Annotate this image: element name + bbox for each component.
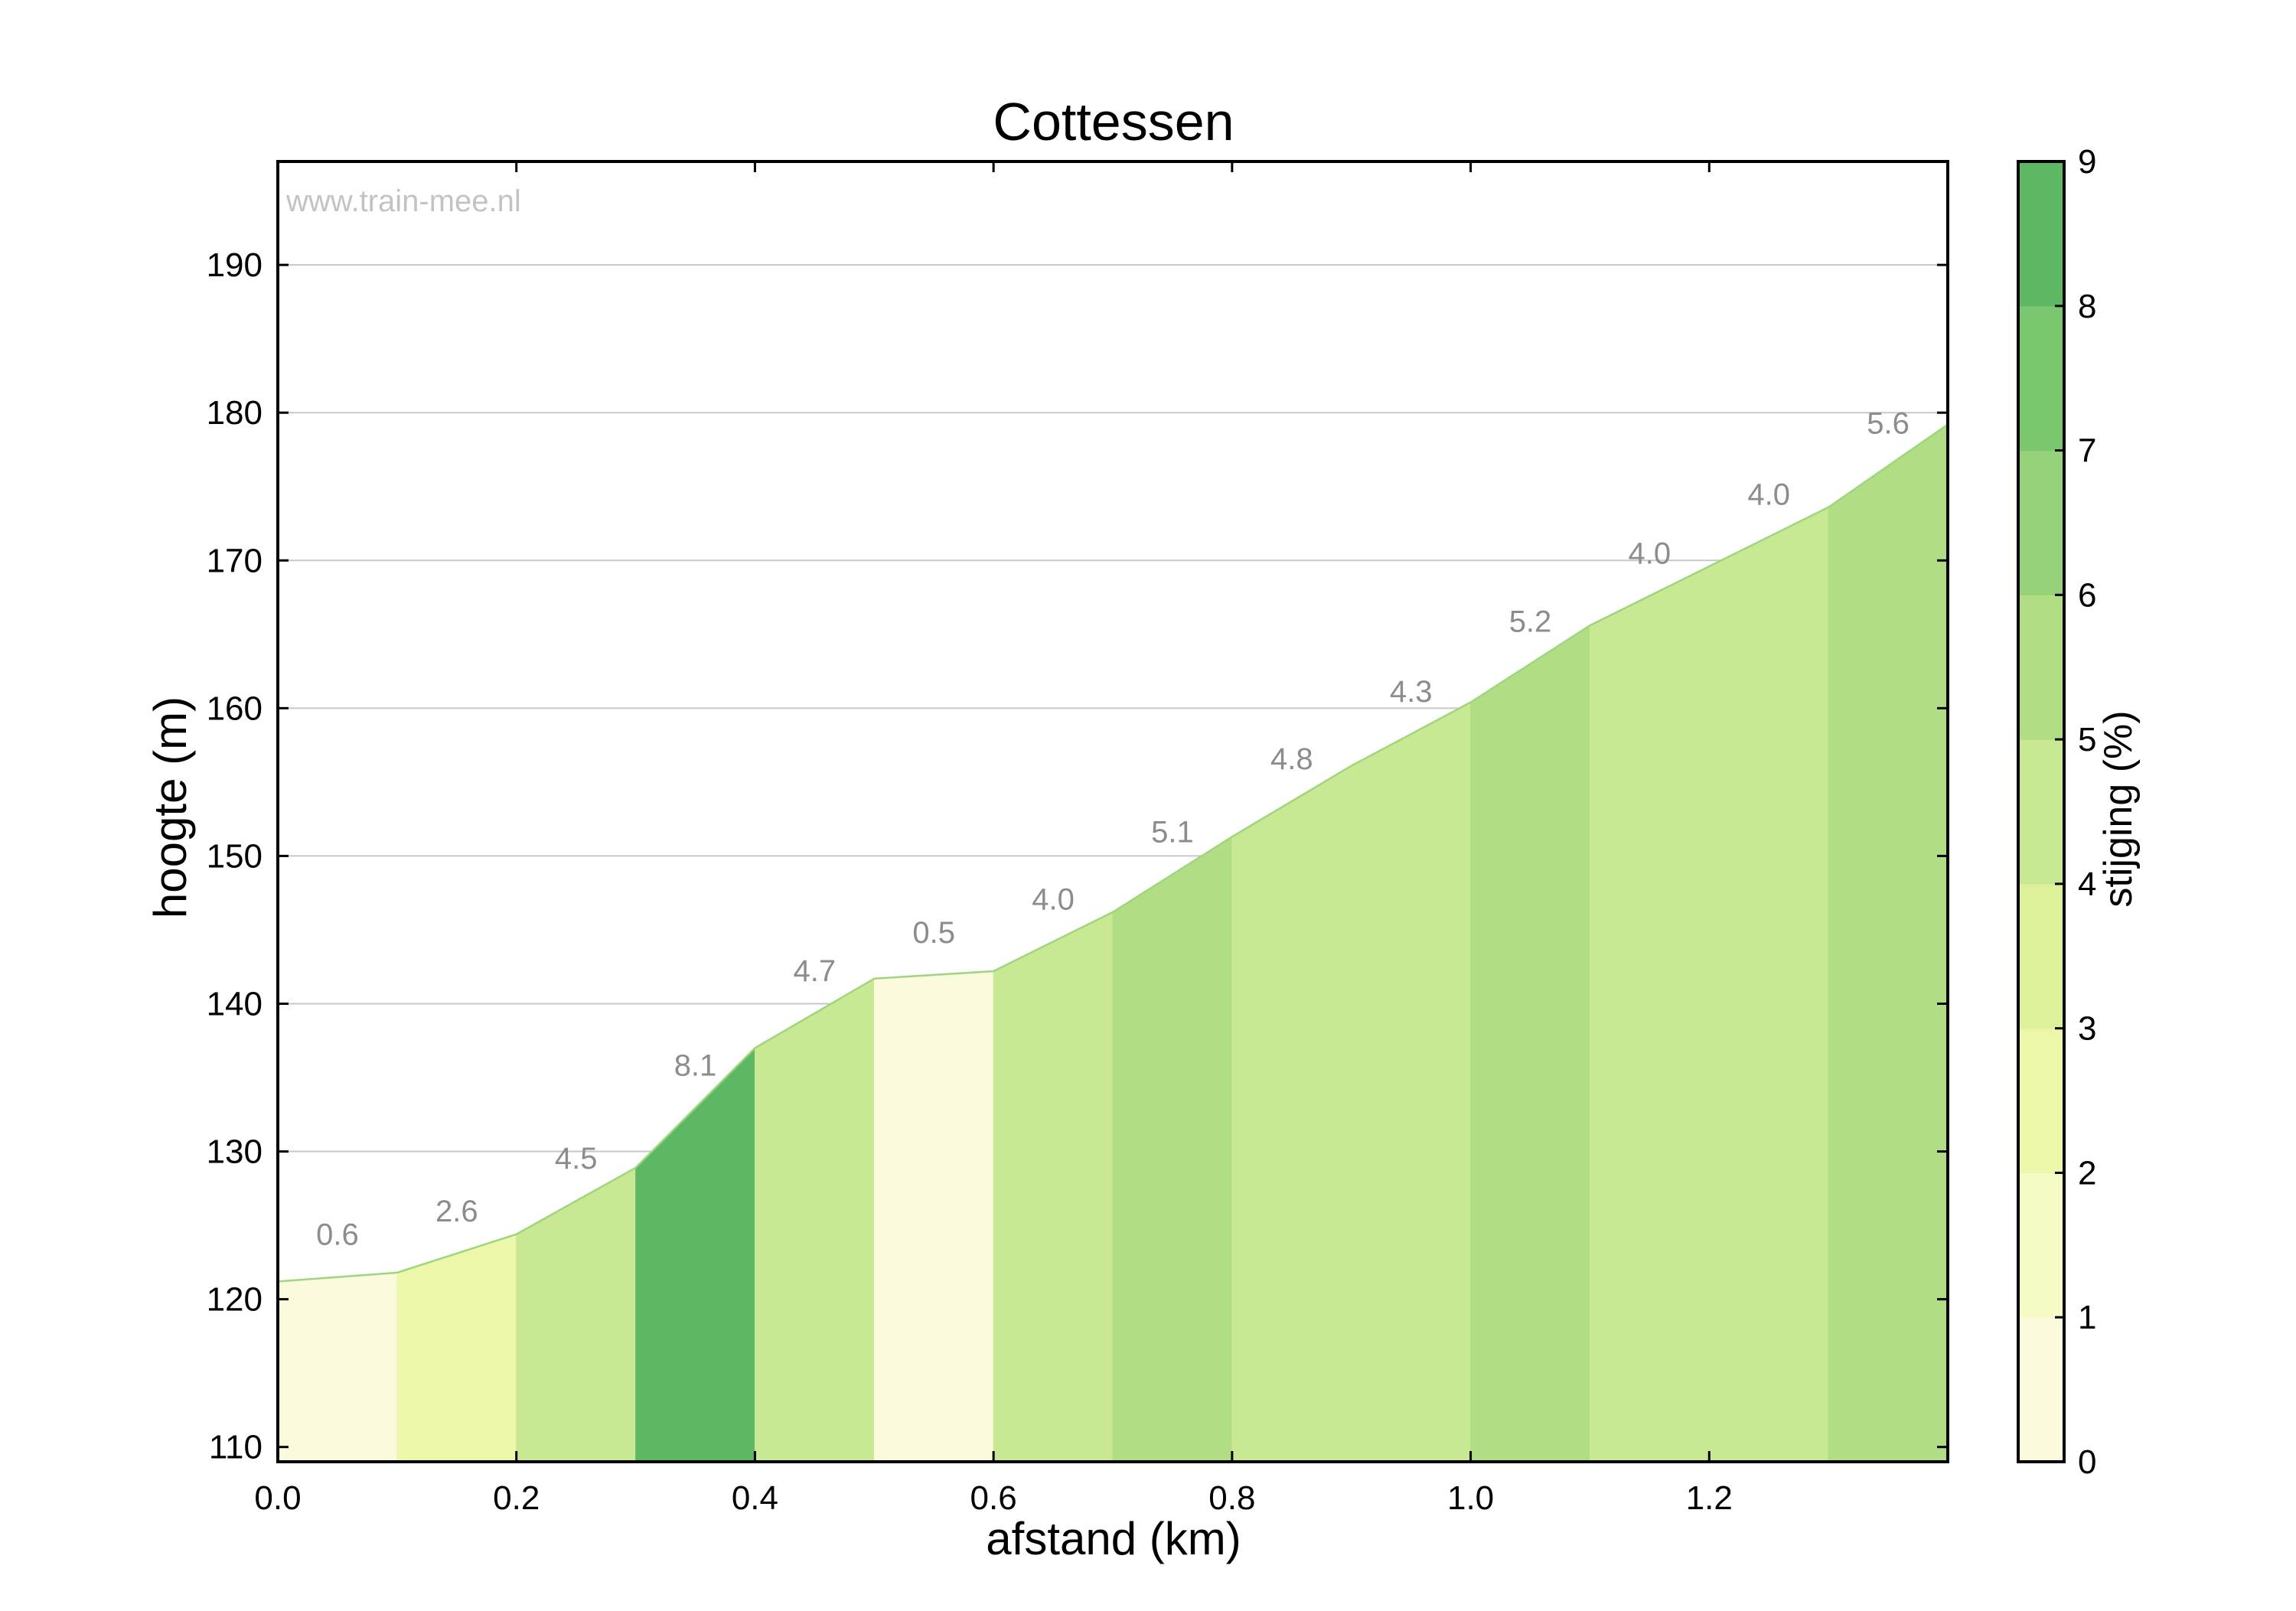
grade-band	[1708, 507, 1829, 1463]
x-tick-label: 1.0	[1447, 1479, 1494, 1517]
y-tick-label: 160	[207, 690, 263, 727]
grade-band	[873, 970, 994, 1463]
colorbar-tick-label: 3	[2078, 1010, 2096, 1048]
segment-grade-label: 4.0	[1032, 882, 1075, 916]
colorbar-tick-label: 0	[2078, 1443, 2096, 1481]
segment-grade-label: 2.6	[435, 1195, 478, 1228]
grade-band	[277, 1272, 398, 1463]
x-axis-label: afstand (km)	[986, 1513, 1241, 1564]
segment-grade-label: 4.5	[555, 1142, 598, 1176]
grade-band	[1112, 836, 1233, 1463]
colorbar: 0 1 2 3 4 5 6 7 8 9	[2017, 143, 2096, 1481]
grade-bands	[277, 423, 1949, 1463]
colorbar-tick-label: 7	[2078, 432, 2096, 470]
grade-band	[1470, 625, 1590, 1463]
y-tick-label: 180	[207, 394, 263, 432]
colorbar-tick-label: 1	[2078, 1299, 2096, 1336]
segment-grade-label: 4.3	[1390, 675, 1433, 709]
colorbar-tick-label: 5	[2078, 721, 2096, 758]
y-tick-label: 120	[207, 1281, 263, 1319]
colorbar-tick-label: 2	[2078, 1154, 2096, 1192]
segment-grade-label: 4.8	[1270, 742, 1313, 776]
segment-grade-label: 0.5	[912, 916, 955, 950]
colorbar-cell	[2018, 450, 2064, 595]
colorbar-cell	[2018, 305, 2064, 452]
segment-grade-label: 5.1	[1151, 816, 1194, 850]
colorbar-cell	[2018, 739, 2064, 885]
segment-grade-label: 4.0	[1747, 478, 1790, 511]
axes-ticks: 0.0 0.2 0.4 0.6 0.8 1.0 1.2 110 120 130 140 150 160 1…	[207, 161, 1948, 1517]
x-tick-label: 1.2	[1686, 1479, 1733, 1517]
segment-grade-labels: 0.6 2.6 4.5 8.1 4.7 0.5 4.0 5.1 4.8 4.3 5.2 4.0 4.0 5…	[316, 407, 1910, 1252]
grade-band	[396, 1234, 517, 1463]
segment-grade-label: 8.1	[674, 1049, 717, 1083]
x-tick-label: 0.8	[1208, 1479, 1255, 1517]
y-tick-label: 150	[207, 837, 263, 875]
colorbar-cell	[2018, 595, 2064, 740]
y-tick-label: 140	[207, 985, 263, 1022]
grade-band	[1351, 701, 1471, 1463]
y-tick-label: 110	[209, 1429, 263, 1466]
x-tick-label: 0.0	[254, 1479, 301, 1517]
plot-frame	[276, 160, 1949, 1463]
colorbar-cell	[2018, 1028, 2064, 1174]
x-tick-label: 0.2	[493, 1479, 540, 1517]
grade-band	[993, 911, 1114, 1463]
colorbar-tick-label: 6	[2078, 576, 2096, 614]
y-tick-label: 170	[207, 542, 263, 579]
colorbar-cell	[2018, 1317, 2064, 1463]
y-tick-label: 190	[207, 246, 263, 284]
profile-outline	[277, 423, 1949, 1283]
x-tick-label: 0.6	[970, 1479, 1017, 1517]
colorbar-cell	[2018, 1172, 2064, 1318]
segment-grade-label: 5.2	[1509, 605, 1552, 638]
grade-band	[1590, 566, 1710, 1463]
colorbar-tick-label: 9	[2078, 143, 2096, 181]
colorbar-tick-label: 8	[2078, 288, 2096, 325]
x-tick-label: 0.4	[732, 1479, 778, 1517]
y-axis-label: hoogte (m)	[145, 696, 196, 918]
segment-grade-label: 4.7	[794, 954, 837, 988]
segment-grade-label: 0.6	[316, 1218, 359, 1252]
grade-band	[516, 1167, 636, 1463]
grade-band	[1231, 765, 1352, 1463]
colorbar-label: stijging (%)	[2096, 710, 2141, 907]
grade-band	[1828, 423, 1949, 1463]
grade-band	[755, 977, 875, 1463]
colorbar-cell	[2018, 161, 2064, 307]
grade-band	[635, 1047, 755, 1463]
segment-grade-label: 4.0	[1629, 537, 1671, 571]
colorbar-tick-label: 4	[2078, 866, 2096, 903]
colorbar-frame	[2017, 160, 2066, 1463]
y-tick-label: 130	[207, 1133, 263, 1171]
segment-grade-label: 5.6	[1867, 407, 1910, 441]
chart-title: Cottessen	[993, 92, 1234, 152]
colorbar-cell	[2018, 883, 2064, 1029]
watermark: www.train-mee.nl	[285, 184, 521, 218]
